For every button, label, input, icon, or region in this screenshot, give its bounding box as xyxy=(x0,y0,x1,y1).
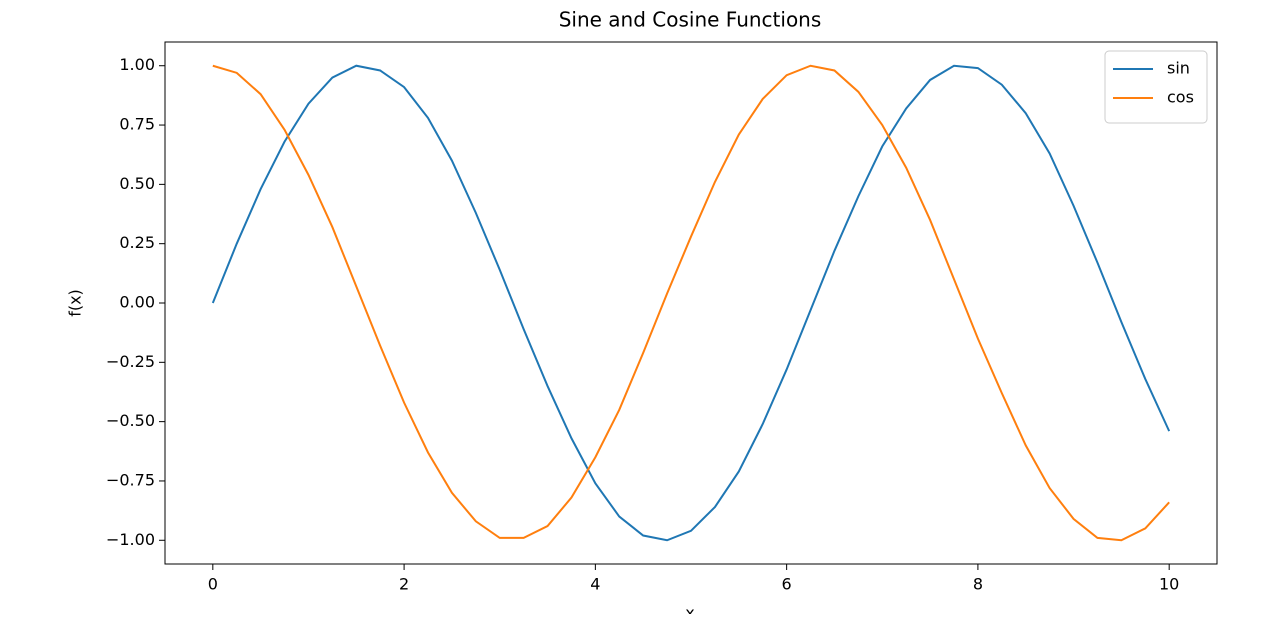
x-tick-label: 0 xyxy=(208,575,218,594)
line-series xyxy=(212,64,1170,542)
y-tick-label: 0.75 xyxy=(119,115,155,134)
legend-label: sin xyxy=(1167,59,1190,78)
y-tick-label: 0.50 xyxy=(119,174,155,193)
x-tick-label: 10 xyxy=(1159,575,1179,594)
chart-title: Sine and Cosine Functions xyxy=(559,8,822,32)
y-tick-label: −1.00 xyxy=(106,530,155,549)
y-tick-label: 0.25 xyxy=(119,233,155,252)
y-tick-label: −0.75 xyxy=(106,470,155,489)
y-axis-label: f(x) xyxy=(66,289,85,317)
y-tick-label: −0.25 xyxy=(106,352,155,371)
plot-frame xyxy=(164,41,1218,565)
y-tick-label: 0.00 xyxy=(119,293,155,312)
y-tick-label: 1.00 xyxy=(119,55,155,74)
x-tick-label: 6 xyxy=(782,575,792,594)
x-tick-label: 8 xyxy=(973,575,983,594)
x-tick-label: 4 xyxy=(590,575,600,594)
line-series xyxy=(211,64,1171,542)
legend-label: cos xyxy=(1167,88,1194,107)
y-tick-label: −0.50 xyxy=(106,411,155,430)
x-tick-label: 2 xyxy=(399,575,409,594)
x-axis-label: x xyxy=(685,604,694,615)
